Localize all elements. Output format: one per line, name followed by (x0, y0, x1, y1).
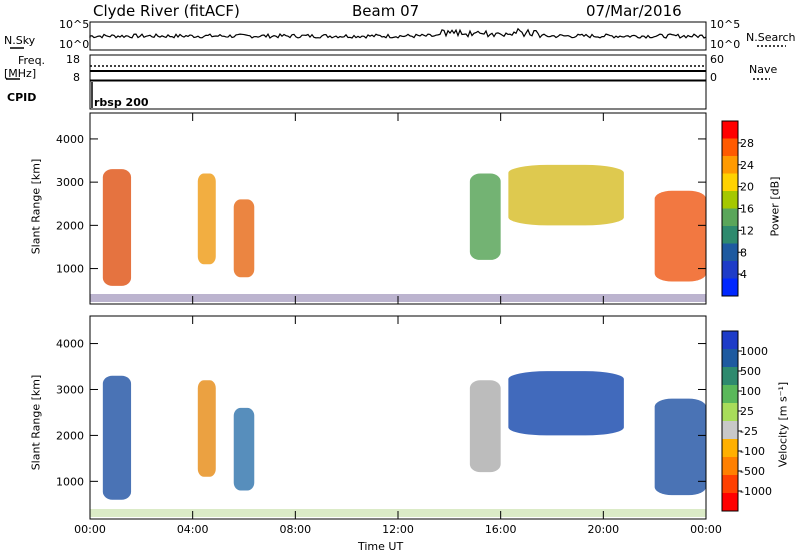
data-patch-1-2 (233, 407, 255, 491)
ytick-label-1-0: 1000 (56, 475, 84, 488)
data-patch-0-3 (469, 173, 501, 260)
colorbar-tick-label-1-6: -500 (740, 465, 765, 478)
data-patch-1-1 (197, 380, 216, 477)
cpid-panel-frame (89, 80, 707, 110)
colorbar-seg-1-4 (722, 403, 738, 422)
x-axis-label: Time UT (358, 540, 404, 553)
data-patch-0-1 (197, 173, 216, 265)
colorbar-seg-0-7 (722, 243, 738, 262)
colorbar-seg-1-8 (722, 475, 738, 494)
freq-panel-frame (89, 54, 707, 81)
nsearch-label: N.Search (746, 31, 796, 44)
cpid-value: rbsp 200 (94, 96, 149, 109)
xtick-label-0: 00:00 (74, 523, 106, 536)
colorbar-seg-0-0 (722, 121, 738, 139)
station-title: Clyde River (fitACF) (93, 2, 240, 20)
colorbar-tick-label-1-5: -100 (740, 445, 765, 458)
nsearch-tick-top: 10^5 (710, 18, 741, 31)
colorbar-tick-label-0-2: 20 (740, 181, 754, 194)
colorbar-seg-1-9 (722, 493, 738, 512)
data-patch-1-0 (102, 375, 132, 500)
data-patch-0-0 (102, 169, 132, 286)
colorbar-tick-label-1-1: 500 (740, 365, 761, 378)
colorbar-frame-1 (721, 330, 739, 512)
ytick-label-1-1: 2000 (56, 429, 84, 442)
colorbar-seg-0-8 (722, 261, 738, 279)
colorbar-tick-label-1-7: -1000 (740, 485, 772, 498)
date-title: 07/Mar/2016 (586, 2, 682, 20)
freq-unit: [MHz] (4, 67, 37, 80)
ytick-label-1-3: 4000 (56, 338, 84, 351)
colorbar-seg-0-3 (722, 173, 738, 192)
colorbar-seg-1-1 (722, 349, 738, 368)
colorbar-seg-0-6 (722, 226, 738, 244)
colorbar-tick-label-0-0: 28 (740, 137, 754, 150)
cpid-label: CPID (7, 91, 37, 104)
colorbar-seg-1-3 (722, 385, 738, 404)
colorbar-tick-label-0-4: 12 (740, 224, 754, 237)
colorbar-seg-0-1 (722, 138, 738, 157)
ytick-label-0-2: 3000 (56, 176, 84, 189)
colorbar-seg-1-6 (722, 439, 738, 458)
nave-label: Nave (749, 63, 778, 76)
nsky-tick-top: 10^5 (59, 18, 90, 31)
ytick-label-0-3: 4000 (56, 133, 84, 146)
nave-tick-top: 60 (710, 53, 724, 66)
colorbar-tick-label-0-1: 24 (740, 159, 754, 172)
nsky-label: N.Sky (4, 34, 36, 47)
colorbar-tick-label-1-0: 1000 (740, 345, 768, 358)
data-patch-1-5 (654, 398, 706, 496)
colorbar-tick-label-1-2: 100 (740, 385, 761, 398)
colorbar-seg-1-2 (722, 367, 738, 386)
colorbar-tick-label-0-5: 8 (740, 246, 747, 259)
colorbar-seg-0-9 (722, 278, 738, 297)
nsearch-tick-bottom: 10^0 (710, 38, 741, 51)
beam-title: Beam 07 (352, 2, 420, 20)
xtick-label-6: 00:00 (690, 523, 722, 536)
xtick-label-4: 16:00 (485, 523, 517, 536)
xtick-label-5: 20:00 (587, 523, 619, 536)
ytick-label-0-0: 1000 (56, 263, 84, 276)
data-patch-1-3 (469, 380, 501, 473)
colorbar-seg-1-0 (722, 331, 738, 350)
colorbar-tick-label-0-3: 16 (740, 203, 754, 216)
colorbar-tick-label-1-3: 25 (740, 405, 754, 418)
nsky-trace (89, 27, 707, 39)
nsky-tick-bottom: 10^0 (59, 38, 90, 51)
colorbar-tick-label-0-6: 4 (740, 268, 747, 281)
xtick-label-2: 08:00 (279, 523, 311, 536)
data-patch-0-2 (233, 199, 255, 278)
nave-tick-bottom: 0 (710, 71, 717, 84)
colorbar-seg-0-2 (722, 156, 738, 174)
freq-label: Freq. (18, 54, 46, 67)
ytick-label-1-2: 3000 (56, 383, 84, 396)
colorbar-seg-1-7 (722, 457, 738, 476)
ytick-label-0-1: 2000 (56, 219, 84, 232)
data-patch-0-5 (654, 190, 706, 282)
xtick-label-1: 04:00 (177, 523, 209, 536)
data-patch-0-4 (508, 164, 624, 226)
data-patch-1-4 (508, 371, 624, 436)
freq-tick-bottom: 8 (73, 71, 80, 84)
colorbar-seg-0-5 (722, 208, 738, 227)
colorbar-tick-label-1-4: -25 (740, 425, 758, 438)
xtick-label-3: 12:00 (382, 523, 414, 536)
freq-tick-top: 18 (66, 53, 80, 66)
colorbar-seg-1-5 (722, 421, 738, 440)
colorbar-seg-0-4 (722, 191, 738, 209)
